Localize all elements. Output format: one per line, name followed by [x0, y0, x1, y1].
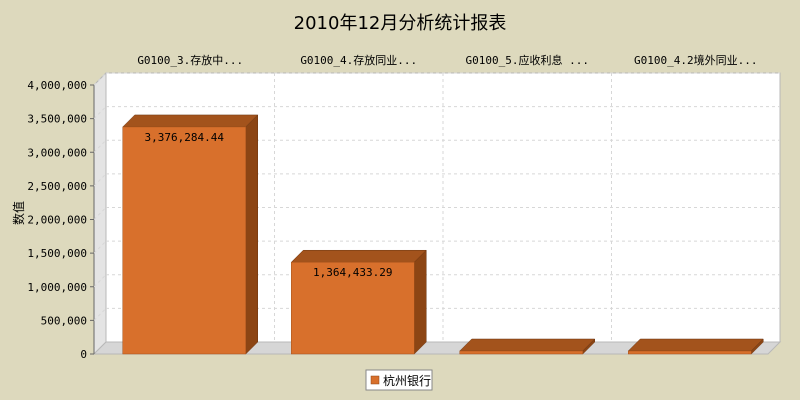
grid-line-depth — [93, 173, 107, 187]
legend-box — [365, 369, 433, 391]
bar — [122, 126, 247, 355]
category-label: G0100_3.存放中... — [137, 53, 243, 67]
y-tick-label: 3,500,000 — [27, 113, 87, 126]
grid-line-depth — [93, 106, 107, 119]
y-tick-label: 3,000,000 — [27, 146, 87, 159]
bars — [122, 114, 764, 355]
grid-line-depth — [93, 207, 107, 220]
legend-swatch — [370, 375, 380, 385]
bar — [290, 261, 415, 355]
y-tick-label: 0 — [80, 348, 87, 361]
category-label: G0100_5.应收利息 ... — [466, 53, 589, 67]
category-labels: G0100_3.存放中... G0100_4.存放同业... G0100_5.应收利… — [137, 53, 757, 67]
y-axis-label: 数值 — [11, 201, 26, 225]
grid-line-depth — [93, 274, 107, 288]
grid-line-depth — [93, 240, 107, 254]
bar — [627, 350, 752, 355]
data-labels: 3,376,284.44 1,364,433.29 — [145, 131, 393, 279]
grid-line-depth — [93, 308, 107, 321]
bar-top — [122, 114, 259, 128]
category-label: G0100_4.存放同业... — [300, 53, 417, 67]
bar-top — [459, 338, 596, 352]
legend: 杭州银行 — [365, 369, 433, 391]
legend-label: 杭州银行 — [383, 373, 431, 388]
grid-line-depth — [93, 139, 107, 153]
bar-side — [245, 114, 259, 355]
bar-top — [627, 338, 764, 352]
category-label: G0100_4.2境外同业... — [634, 53, 757, 67]
grid-lines — [93, 72, 780, 342]
y-tick-label: 2,000,000 — [27, 214, 87, 227]
y-tick-label: 2,500,000 — [27, 180, 87, 193]
y-tick-label: 4,000,000 — [27, 79, 87, 92]
bar — [459, 350, 584, 355]
y-tick-label: 500,000 — [41, 314, 87, 327]
data-label: 1,364,433.29 — [313, 266, 392, 279]
grid-line-depth — [93, 72, 107, 86]
y-tick-label: 1,000,000 — [27, 281, 87, 294]
bar-top — [290, 249, 427, 263]
y-tick-label: 1,500,000 — [27, 247, 87, 260]
data-label: 3,376,284.44 — [145, 131, 225, 144]
bar-side — [414, 249, 427, 355]
y-axis: 0 500,000 1,000,000 1,500,000 2,000,000 2,500… — [27, 79, 94, 361]
chart-title: 2010年12月分析统计报表 — [294, 13, 507, 34]
